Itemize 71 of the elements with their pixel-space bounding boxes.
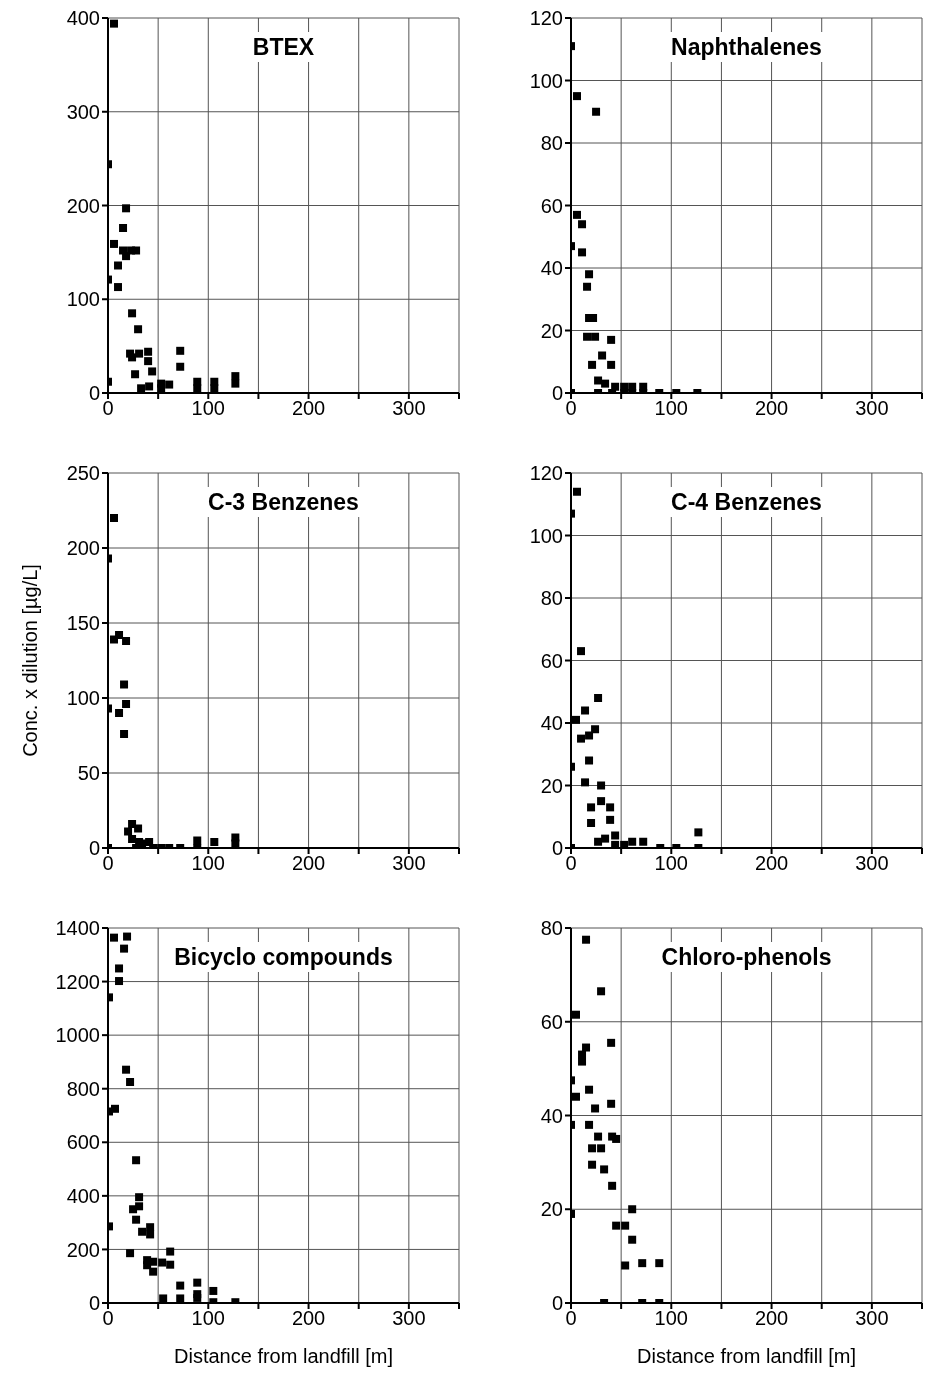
x-tick-label: 100: [654, 397, 688, 420]
text: C-4 Benzenes: [665, 487, 828, 517]
y-tick-label: 200: [66, 194, 100, 217]
y-tick-label: 80: [540, 917, 563, 940]
y-tick-label: 400: [66, 1184, 100, 1207]
y-tick-label: 800: [66, 1077, 100, 1100]
x-tick-label: 300: [855, 852, 889, 875]
y-tick-label: 40: [540, 712, 563, 735]
x-tick-label: 200: [291, 852, 326, 875]
y-tick-label: 120: [529, 7, 563, 30]
x-tick-label: 100: [191, 1307, 225, 1330]
x-tick-label: 300: [855, 1307, 889, 1330]
x-tick-label: 0: [565, 397, 577, 420]
x-tick-label: 300: [392, 1307, 426, 1330]
y-tick-label: 0: [551, 1292, 563, 1315]
y-tick-label: 20: [540, 774, 563, 797]
x-tick-label: 300: [392, 397, 426, 420]
y-tick-label: 20: [540, 319, 563, 342]
y-tick-label: 1400: [55, 917, 100, 940]
x-tick-label: 100: [654, 1307, 688, 1330]
y-tick-label: 80: [540, 587, 563, 610]
x-axis-title: Distance from landfill [m]: [637, 1345, 856, 1367]
y-tick-label: 60: [540, 649, 563, 672]
x-tick-label: 200: [754, 397, 789, 420]
x-tick-label: 0: [565, 1307, 577, 1330]
x-tick-label: 200: [291, 397, 326, 420]
text: BTEX: [246, 32, 321, 62]
x-tick-label: 200: [754, 1307, 789, 1330]
x-tick-label: 100: [191, 852, 225, 875]
x-tick-label: 100: [191, 397, 225, 420]
y-tick-label: 0: [88, 382, 100, 405]
y-tick-label: 40: [540, 257, 563, 280]
x-tick-label: 200: [291, 1307, 326, 1330]
x-tick-label: 0: [102, 852, 114, 875]
y-tick-label: 50: [77, 762, 100, 785]
x-tick-label: 0: [102, 397, 114, 420]
y-tick-label: 20: [540, 1198, 563, 1221]
x-tick-label: 100: [654, 852, 688, 875]
y-tick-label: 400: [66, 7, 100, 30]
x-tick-label: 0: [102, 1307, 114, 1330]
x-tick-label: 300: [855, 397, 889, 420]
y-tick-label: 200: [66, 537, 100, 560]
text: Chloro-phenols: [655, 942, 838, 972]
y-tick-label: 60: [540, 1010, 563, 1033]
y-tick-label: 0: [88, 837, 100, 860]
y-tick-label: 80: [540, 132, 563, 155]
y-tick-label: 600: [66, 1131, 100, 1154]
y-tick-label: 250: [66, 462, 100, 485]
y-tick-label: 0: [551, 382, 563, 405]
y-tick-label: 100: [529, 69, 563, 92]
y-tick-label: 100: [66, 687, 100, 710]
y-axis-title: Conc. x dilution [µg/L]: [19, 564, 42, 757]
y-tick-label: 40: [540, 1104, 563, 1127]
y-tick-label: 300: [66, 100, 100, 123]
x-axis-title: Distance from landfill [m]: [174, 1345, 393, 1367]
y-tick-label: 0: [88, 1292, 100, 1315]
text: C-3 Benzenes: [202, 487, 365, 517]
y-tick-label: 1000: [55, 1024, 100, 1047]
y-tick-label: 100: [66, 288, 100, 311]
text: Bicyclo compounds: [168, 942, 399, 972]
y-tick-label: 1200: [55, 970, 100, 993]
x-tick-label: 200: [754, 852, 789, 875]
x-tick-label: 300: [392, 852, 426, 875]
y-tick-label: 150: [66, 612, 100, 635]
y-tick-label: 120: [529, 462, 563, 485]
y-tick-label: 0: [551, 837, 563, 860]
x-tick-label: 0: [565, 852, 577, 875]
y-tick-label: 200: [66, 1238, 100, 1261]
text: Naphthalenes: [665, 32, 828, 62]
y-tick-label: 60: [540, 194, 563, 217]
y-tick-label: 100: [529, 524, 563, 547]
